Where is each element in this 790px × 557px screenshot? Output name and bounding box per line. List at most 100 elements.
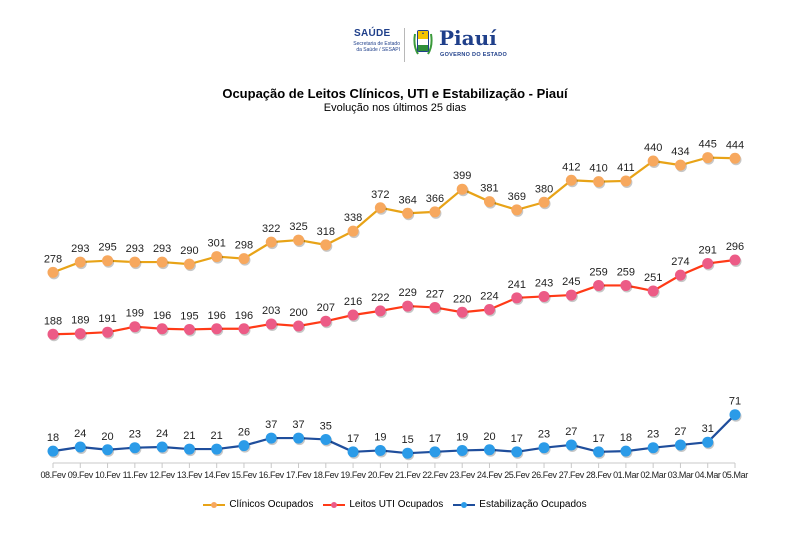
data-point <box>593 446 605 458</box>
data-point <box>238 440 250 452</box>
logo-divider <box>404 28 405 62</box>
data-point <box>702 436 714 448</box>
data-point <box>47 445 59 457</box>
x-tick-label: 08.Fev <box>40 470 66 480</box>
data-point <box>374 305 386 317</box>
x-axis: 08.Fev 09.Fev 10.Fev 11.Fev 12.Fev 13.Fev 14.F… <box>40 462 749 480</box>
data-label: 295 <box>98 242 116 254</box>
data-label: 17 <box>592 433 604 445</box>
data-label: 445 <box>699 139 717 151</box>
data-point <box>320 315 332 327</box>
data-label: 444 <box>726 139 744 151</box>
x-tick-label: 20.Fev <box>368 470 394 480</box>
legend-label: Estabilização Ocupados <box>479 499 587 510</box>
legend-label: Clínicos Ocupados <box>229 499 314 510</box>
state-crest-icon <box>413 30 433 55</box>
data-label: 227 <box>426 288 444 300</box>
data-label: 18 <box>47 432 59 444</box>
data-label: 196 <box>208 310 226 322</box>
data-label: 364 <box>398 194 416 206</box>
data-label: 37 <box>265 419 277 431</box>
data-label: 411 <box>617 162 635 174</box>
data-point <box>702 257 714 269</box>
data-point <box>565 174 577 186</box>
data-label: 222 <box>371 292 389 304</box>
data-label: 191 <box>98 313 116 325</box>
data-point <box>538 196 550 208</box>
data-label: 35 <box>320 420 332 432</box>
data-label: 245 <box>562 276 580 288</box>
data-point <box>211 323 223 335</box>
data-point <box>74 256 86 268</box>
data-point <box>483 304 495 315</box>
data-point <box>183 258 195 270</box>
data-point <box>129 321 141 333</box>
data-point <box>102 444 114 456</box>
data-label: 19 <box>456 431 468 443</box>
data-point <box>102 326 114 338</box>
logo-state-name: Piauí <box>439 26 497 50</box>
data-label: 199 <box>126 308 144 320</box>
data-point <box>211 251 223 263</box>
data-point <box>565 289 577 301</box>
data-point <box>647 285 659 297</box>
data-label: 24 <box>74 428 86 440</box>
legend-swatch-icon <box>323 501 346 509</box>
data-label: 24 <box>156 428 168 440</box>
x-tick-label: 13.Fev <box>177 470 203 480</box>
data-label: 274 <box>671 256 689 268</box>
series-line <box>52 156 736 274</box>
data-label: 26 <box>238 427 250 439</box>
data-label: 293 <box>153 243 171 255</box>
data-point <box>729 254 741 266</box>
data-point <box>620 279 632 291</box>
logo-secretaria-line1: Secretaria de Estado <box>353 41 400 47</box>
data-point <box>74 441 86 453</box>
x-tick-label: 03.Mar <box>668 470 694 480</box>
series-leitos-uti-ocupados: 188 189 191 199 196 195 196 196 203 200 207 216 222 2… <box>44 241 744 342</box>
data-label: 203 <box>262 305 280 317</box>
x-tick-label: 10.Fev <box>95 470 121 480</box>
x-tick-label: 04.Mar <box>695 470 721 480</box>
data-point <box>620 175 632 187</box>
data-label: 290 <box>180 245 198 257</box>
data-label: 380 <box>535 183 553 195</box>
data-label: 71 <box>729 396 741 408</box>
data-point <box>265 318 277 330</box>
data-point <box>429 206 441 218</box>
data-point <box>238 323 250 335</box>
data-label: 291 <box>699 244 717 256</box>
legend-item: Estabilização Ocupados <box>453 499 587 510</box>
data-point <box>374 202 386 214</box>
data-point <box>183 323 195 335</box>
logo-secretaria-text: Secretaria de Estado da Saúde / SESAPI <box>340 41 400 53</box>
data-label: 21 <box>211 430 223 442</box>
data-point <box>565 439 577 451</box>
data-point <box>429 301 441 313</box>
data-label: 37 <box>292 419 304 431</box>
data-point <box>47 266 59 278</box>
series-estabiliza-o-ocupados: 18 24 20 23 24 21 21 26 37 37 35 17 19 15 17 19 20 17 23 27… <box>47 396 742 461</box>
x-tick-label: 02.Mar <box>640 470 666 480</box>
data-point <box>674 439 686 451</box>
data-point <box>456 306 468 318</box>
data-point <box>538 290 550 302</box>
data-point <box>674 159 686 171</box>
data-point <box>511 446 523 458</box>
data-point <box>293 234 305 246</box>
data-label: 196 <box>235 310 253 322</box>
data-label: 412 <box>562 161 580 173</box>
x-tick-label: 28.Fev <box>586 470 612 480</box>
data-label: 23 <box>538 429 550 441</box>
x-tick-label: 01.Mar <box>613 470 639 480</box>
data-label: 399 <box>453 170 471 182</box>
data-label: 21 <box>183 430 195 442</box>
data-label: 23 <box>647 429 659 441</box>
legend-label: Leitos UTI Ocupados <box>349 499 444 510</box>
data-label: 20 <box>101 431 113 443</box>
legend-item: Clínicos Ocupados <box>203 499 313 510</box>
logo-saude-text: SAÚDE <box>354 28 391 39</box>
data-label: 296 <box>726 241 744 253</box>
legend-swatch-icon <box>203 501 226 509</box>
